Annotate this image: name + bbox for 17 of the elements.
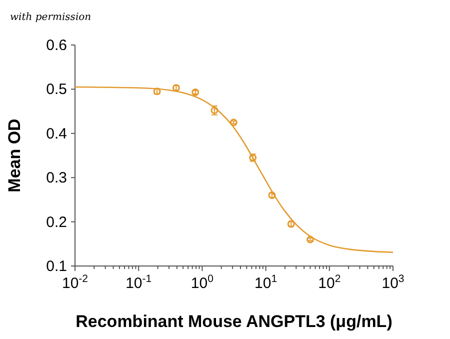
point xyxy=(306,236,314,244)
x-tick-label: 10$^{0}$ xyxy=(190,273,214,292)
y-tick-label: 0.5 xyxy=(46,81,67,98)
y-tick-label: 0.3 xyxy=(46,170,67,187)
text: with permission xyxy=(10,12,92,23)
x-tick-label: 10$^{3}$ xyxy=(382,273,404,292)
y-tick-label: 0.6 xyxy=(46,37,67,54)
y-tick-label: 0.4 xyxy=(46,125,67,142)
x-tick-label: 10$^{-1}$ xyxy=(126,273,152,292)
x-tick-label: 10$^{1}$ xyxy=(254,273,278,292)
y-tick-label: 0.1 xyxy=(46,258,67,275)
y-tick-label: 0.2 xyxy=(46,214,67,231)
y-axis-title: Mean OD xyxy=(5,118,24,192)
x-tick-label: 10$^{-2}$ xyxy=(62,273,88,292)
point xyxy=(230,118,238,126)
x-tick-label: 10$^{2}$ xyxy=(318,273,341,292)
x-axis-title: Recombinant Mouse ANGPTL3 (μg/mL) xyxy=(76,312,392,331)
